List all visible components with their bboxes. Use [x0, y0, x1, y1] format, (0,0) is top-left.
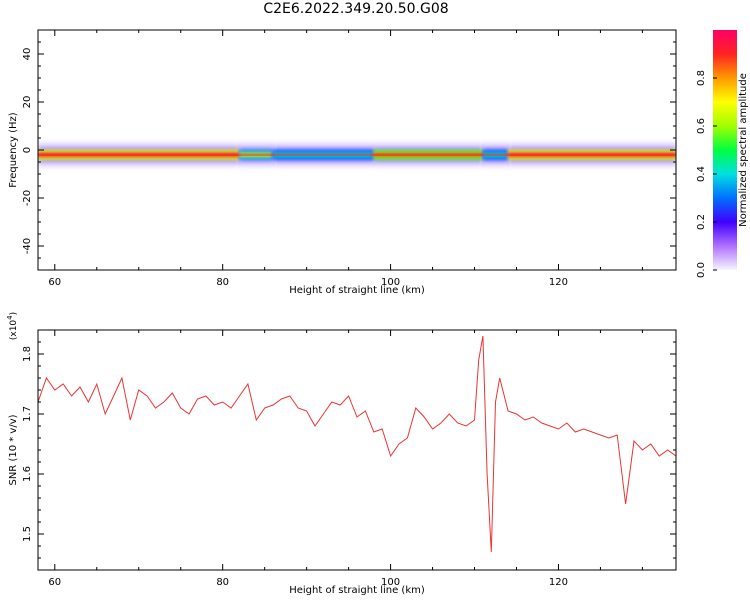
page-title: C2E6.2022.349.20.50.G08: [263, 1, 449, 17]
spectrogram-band: [38, 146, 676, 163]
colorbar-tick-label: 0.0: [696, 262, 707, 278]
spectrogram-x-axis-label: Height of straight line (km): [289, 285, 425, 296]
colorbar-gradient: [713, 30, 737, 270]
snr-panel: 60 80 100 120 1.5 1.6 1.7 1.8 Height of straigh…: [6, 312, 677, 596]
snr-y-axis-label: SNR (10 * v/v): [8, 414, 19, 485]
x-tick-label: 120: [549, 577, 568, 588]
y-tick-label: 1.8: [22, 346, 33, 362]
snr-plot-area: [38, 330, 676, 570]
y-tick-label: 0: [22, 147, 33, 153]
x-tick-label: 100: [381, 277, 400, 288]
spectrogram-y-axis-label: Frequency (Hz): [8, 112, 19, 188]
spectrogram-panel: 60 80 100 120 40 20 0 -20 -40 Height of straight…: [8, 29, 677, 296]
colorbar-tick-label: 0.6: [696, 118, 707, 134]
y-tick-label: -20: [22, 190, 33, 206]
snr-x-axis-label: Height of straight line (km): [289, 585, 425, 596]
y-tick-label: 40: [22, 48, 33, 61]
colorbar-tick-label: 0.8: [696, 70, 707, 86]
snr-ticks: 60 80 100 120 1.5 1.6 1.7 1.8: [22, 329, 676, 588]
colorbar-label: Normalized spectral amplitude: [738, 73, 749, 227]
x-tick-label: 80: [216, 577, 229, 588]
x-tick-label: 60: [48, 577, 61, 588]
colorbar: 0.0 0.2 0.4 0.6 0.8 Normalized spectral ampl…: [696, 30, 749, 278]
spectrogram-ticks: 60 80 100 120 40 20 0 -20 -40: [22, 29, 676, 288]
y-tick-label: -40: [22, 238, 33, 254]
colorbar-tick-label: 0.2: [696, 214, 707, 230]
x-tick-label: 120: [549, 277, 568, 288]
x-tick-label: 100: [381, 577, 400, 588]
x-tick-label: 60: [48, 277, 61, 288]
colorbar-tick-label: 0.4: [696, 166, 707, 182]
y-tick-label: 1.7: [22, 406, 33, 422]
y-tick-label: 20: [22, 96, 33, 109]
snr-y-multiplier: (x104): [6, 312, 19, 340]
colorbar-ticks: 0.0 0.2 0.4 0.6 0.8: [696, 70, 717, 278]
y-tick-label: 1.6: [22, 466, 33, 482]
y-tick-label: 1.5: [22, 526, 33, 542]
snr-series-line: [38, 335, 676, 553]
x-tick-label: 80: [216, 277, 229, 288]
